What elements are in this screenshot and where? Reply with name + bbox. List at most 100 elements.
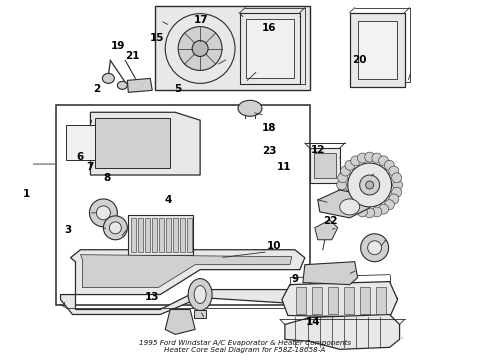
Bar <box>350 13 405 87</box>
Bar <box>246 19 294 78</box>
Text: 6: 6 <box>76 152 84 162</box>
Text: 3: 3 <box>64 225 72 235</box>
Ellipse shape <box>348 163 392 207</box>
Text: 4: 4 <box>164 195 172 205</box>
Bar <box>187 218 192 252</box>
Bar <box>128 215 193 255</box>
Ellipse shape <box>351 156 361 166</box>
Text: 2: 2 <box>94 84 101 94</box>
Bar <box>173 218 178 252</box>
Bar <box>343 287 354 315</box>
Ellipse shape <box>341 194 350 204</box>
Polygon shape <box>165 310 195 334</box>
Ellipse shape <box>118 81 127 89</box>
Ellipse shape <box>345 200 355 210</box>
Bar <box>240 13 300 84</box>
Text: 11: 11 <box>277 162 291 172</box>
Bar <box>96 118 170 168</box>
Ellipse shape <box>338 173 348 183</box>
Bar <box>314 153 336 178</box>
Bar <box>180 218 185 252</box>
Polygon shape <box>285 315 399 349</box>
Ellipse shape <box>345 160 355 170</box>
Ellipse shape <box>360 175 380 195</box>
Text: 18: 18 <box>262 123 276 133</box>
Bar <box>66 125 96 160</box>
Ellipse shape <box>384 200 394 210</box>
Ellipse shape <box>97 206 110 220</box>
Polygon shape <box>318 190 369 218</box>
Ellipse shape <box>392 180 403 190</box>
Bar <box>145 218 150 252</box>
Ellipse shape <box>338 187 348 197</box>
Ellipse shape <box>238 100 262 116</box>
Text: 10: 10 <box>267 241 281 251</box>
Ellipse shape <box>392 187 402 197</box>
Ellipse shape <box>337 180 347 190</box>
Polygon shape <box>127 78 152 92</box>
Ellipse shape <box>178 27 222 71</box>
Bar <box>376 287 386 315</box>
Bar <box>312 287 322 315</box>
Text: 23: 23 <box>262 146 276 156</box>
Text: 12: 12 <box>311 144 325 154</box>
Ellipse shape <box>109 222 122 234</box>
Bar <box>159 218 164 252</box>
Polygon shape <box>71 250 305 294</box>
Ellipse shape <box>192 41 208 57</box>
Text: 19: 19 <box>111 41 125 50</box>
Ellipse shape <box>357 153 368 163</box>
Polygon shape <box>282 282 397 318</box>
Ellipse shape <box>351 204 361 214</box>
Polygon shape <box>80 255 292 288</box>
Bar <box>166 218 171 252</box>
Ellipse shape <box>379 204 389 214</box>
Polygon shape <box>61 289 310 315</box>
Ellipse shape <box>372 153 382 163</box>
Ellipse shape <box>365 208 375 218</box>
Ellipse shape <box>340 199 360 215</box>
Ellipse shape <box>341 166 350 176</box>
Text: 22: 22 <box>323 216 338 226</box>
Text: 20: 20 <box>352 55 367 65</box>
Text: 16: 16 <box>262 23 277 33</box>
Text: 1: 1 <box>23 189 30 199</box>
Ellipse shape <box>384 160 394 170</box>
Bar <box>155 6 310 90</box>
Bar <box>360 287 369 315</box>
Text: 1995 Ford Windstar A/C Evaporator & Heater Components
Heater Core Seal Diagram f: 1995 Ford Windstar A/C Evaporator & Heat… <box>139 340 351 353</box>
Ellipse shape <box>90 199 118 227</box>
Text: 8: 8 <box>103 173 111 183</box>
Bar <box>131 218 136 252</box>
Ellipse shape <box>392 173 402 183</box>
Text: 7: 7 <box>86 162 94 172</box>
Ellipse shape <box>194 285 206 303</box>
Text: 5: 5 <box>174 84 181 94</box>
Polygon shape <box>303 262 358 285</box>
Bar <box>194 310 206 319</box>
Text: 21: 21 <box>125 51 140 61</box>
Ellipse shape <box>102 73 114 84</box>
Text: 14: 14 <box>306 317 320 327</box>
Ellipse shape <box>389 166 399 176</box>
Ellipse shape <box>361 234 389 262</box>
Bar <box>328 287 338 315</box>
Text: 15: 15 <box>150 33 164 43</box>
Ellipse shape <box>357 207 368 217</box>
Bar <box>152 218 157 252</box>
Text: 13: 13 <box>145 292 159 302</box>
Ellipse shape <box>372 207 382 217</box>
Ellipse shape <box>389 194 399 204</box>
Ellipse shape <box>379 156 389 166</box>
Text: 17: 17 <box>194 15 208 26</box>
Bar <box>138 218 143 252</box>
Ellipse shape <box>365 152 375 162</box>
Polygon shape <box>91 112 200 175</box>
Text: 9: 9 <box>292 274 298 284</box>
Bar <box>296 287 306 315</box>
Ellipse shape <box>368 241 382 255</box>
Bar <box>55 105 310 305</box>
Ellipse shape <box>165 14 235 84</box>
Ellipse shape <box>366 181 374 189</box>
Bar <box>310 148 340 183</box>
